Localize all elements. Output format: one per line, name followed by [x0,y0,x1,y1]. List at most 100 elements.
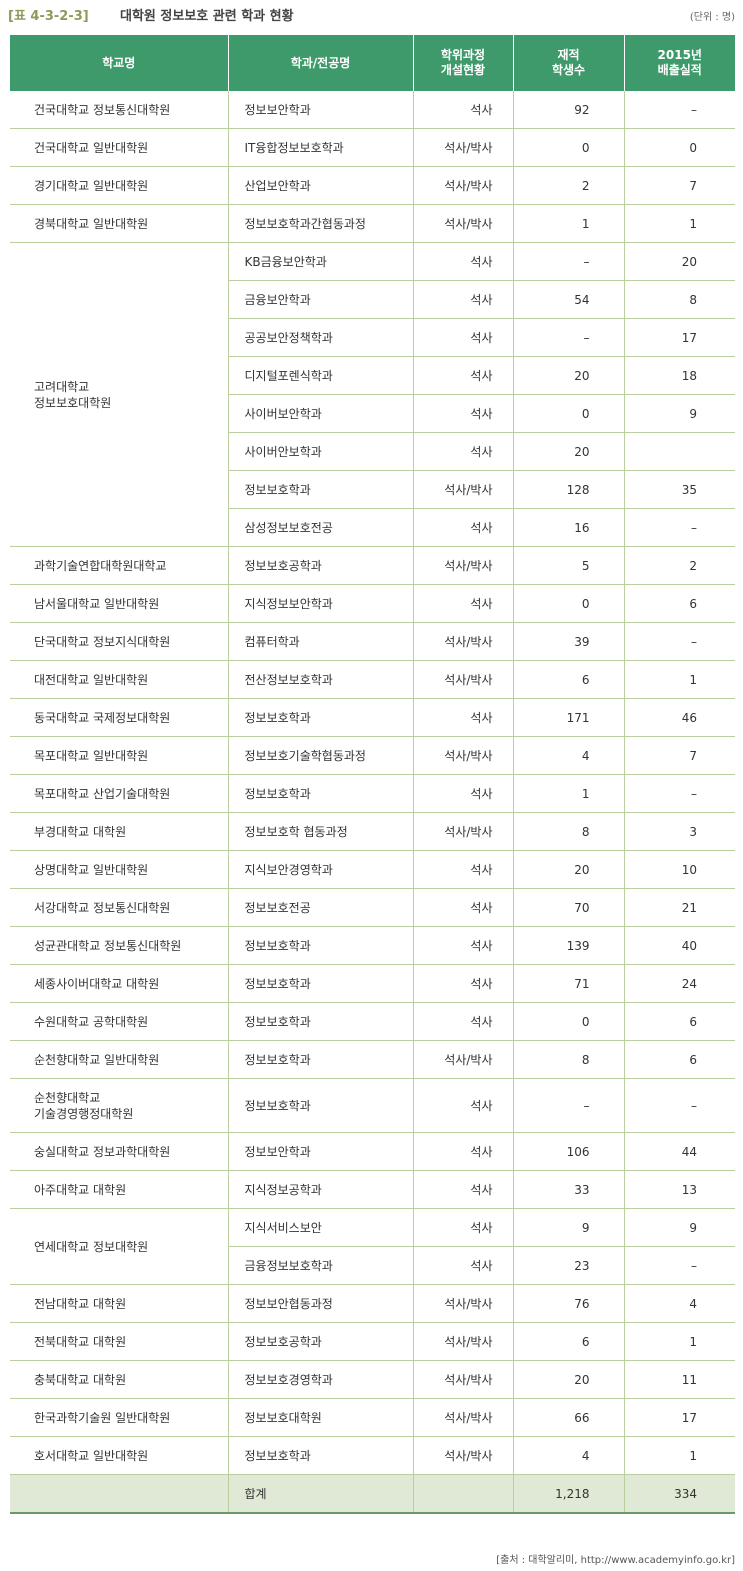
table-row: 한국과학기술원 일반대학원 정보보호대학원 석사/박사 66 17 [10,1398,735,1437]
school-name-cell: 동국대학교 국제정보대학원 [10,698,229,737]
table-row: 목포대학교 일반대학원 정보보호기술학협동과정 석사/박사 4 7 [10,736,735,775]
dept-name-cell: 지식보안경영학과 [228,850,414,889]
dept-name-cell: IT융합정보보호학과 [228,128,414,167]
degree-cell: 석사/박사 [413,736,514,775]
degree-cell: 석사 [413,242,514,281]
school-name-cell: 서강대학교 정보통신대학원 [10,888,229,927]
degree-cell: 석사 [413,698,514,737]
graduates-cell: 17 [624,318,735,357]
graduates-cell: 17 [624,1398,735,1437]
graduates-cell: 18 [624,356,735,395]
graduates-cell: 9 [624,394,735,433]
graduates-cell: 35 [624,470,735,509]
degree-cell: 석사 [413,1246,514,1285]
table-row: 호서대학교 일반대학원 정보보호학과 석사/박사 4 1 [10,1436,735,1475]
dept-name-cell: 지식정보보안학과 [228,584,414,623]
dept-name-cell: 정보보호학과 [228,964,414,1003]
degree-cell: 석사/박사 [413,470,514,509]
degree-cell: 석사 [413,1208,514,1247]
header-2015-graduates: 2015년 배출실적 [624,35,735,91]
graduates-cell: 6 [624,584,735,623]
total-degree-blank [413,1474,514,1514]
dept-name-cell: 금융정보보호학과 [228,1246,414,1285]
school-name-cell: 단국대학교 정보지식대학원 [10,622,229,661]
degree-cell: 석사/박사 [413,128,514,167]
school-name-cell: 상명대학교 일반대학원 [10,850,229,889]
table-body: 건국대학교 정보통신대학원 정보보안학과 석사 92– 건국대학교 일반대학원 IT융합정… [10,91,735,1475]
school-name-cell: 경기대학교 일반대학원 [10,166,229,205]
current-students-cell: 171 [513,698,625,737]
dept-name-cell: 삼성정보보호전공 [228,508,414,547]
graduates-cell: – [624,91,735,129]
table-row: 동국대학교 국제정보대학원 정보보호학과 석사 171 46 [10,698,735,737]
dept-name-cell: 디지털포렌식학과 [228,356,414,395]
current-students-cell: 71 [513,964,625,1003]
dept-name-cell: 정보보호경영학과 [228,1360,414,1399]
current-students-cell: 106 [513,1132,625,1171]
degree-cell: 석사/박사 [413,660,514,699]
current-students-cell: 4 [513,1436,625,1475]
current-students-cell: 2 [513,166,625,205]
table-row: 정보보호학과 석사/박사 128 35 [10,470,735,509]
degree-cell: 석사/박사 [413,546,514,585]
graduates-cell: 24 [624,964,735,1003]
table-row: 삼성정보보호전공 석사 16– [10,508,735,547]
current-students-cell: 4 [513,736,625,775]
current-students-cell: 33 [513,1170,625,1209]
degree-cell: 석사 [413,584,514,623]
current-students-cell: 20 [513,850,625,889]
degree-cell: 석사/박사 [413,166,514,205]
school-name-cell: 목포대학교 산업기술대학원 [10,774,229,813]
table-row: 사이버보안학과 석사 0 9 [10,394,735,433]
table-row: 경기대학교 일반대학원 산업보안학과 석사/박사 2 7 [10,166,735,205]
school-name-cell: 순천향대학교 일반대학원 [10,1040,229,1079]
dept-name-cell: 정보보호기술학협동과정 [228,736,414,775]
source-note: [출처 : 대학알리미, http://www.academyinfo.go.k… [496,1555,735,1566]
graduates-cell: 1 [624,204,735,243]
current-students-cell: 0 [513,128,625,167]
table-row: 연세대학교 정보대학원 지식서비스보안 석사 9 9 [10,1208,735,1285]
school-name-cell: 고려대학교 정보보호대학원 [10,242,229,547]
dept-name-cell: 사이버안보학과 [228,432,414,471]
graduates-cell: 9 [624,1208,735,1247]
table-row: 충북대학교 대학원 정보보호경영학과 석사/박사 20 11 [10,1360,735,1399]
table-row: 목포대학교 산업기술대학원 정보보호학과 석사 1– [10,774,735,813]
graduates-cell: 40 [624,926,735,965]
graduates-cell: 6 [624,1040,735,1079]
table-row: 사이버안보학과 석사 20 [10,432,735,471]
table-row: 서강대학교 정보통신대학원 정보보호전공 석사 70 21 [10,888,735,927]
table-row: 건국대학교 일반대학원 IT융합정보보호학과 석사/박사 0 0 [10,128,735,167]
current-students-cell: 1 [513,774,625,813]
dept-name-cell: KB금융보안학과 [228,242,414,281]
graduates-cell: 46 [624,698,735,737]
degree-cell: 석사 [413,318,514,357]
school-name-cell: 한국과학기술원 일반대학원 [10,1398,229,1437]
table-row: 금융정보보호학과 석사 23– [10,1246,735,1285]
total-current: 1,218 [513,1474,625,1514]
graduates-cell: 6 [624,1002,735,1041]
degree-cell: 석사/박사 [413,1360,514,1399]
degree-cell: 석사 [413,964,514,1003]
graduates-cell: 11 [624,1360,735,1399]
school-name-cell: 순천향대학교 기술경영행정대학원 [10,1078,229,1133]
school-name-cell: 남서울대학교 일반대학원 [10,584,229,623]
total-school-blank [10,1474,229,1514]
current-students-cell: 128 [513,470,625,509]
table-row: 성균관대학교 정보통신대학원 정보보호학과 석사 139 40 [10,926,735,965]
current-students-cell: 1 [513,204,625,243]
current-students-cell: 16 [513,508,625,547]
graduates-cell: 21 [624,888,735,927]
total-grads: 334 [624,1474,735,1514]
table-row: 상명대학교 일반대학원 지식보안경영학과 석사 20 10 [10,850,735,889]
dept-name-cell: 컴퓨터학과 [228,622,414,661]
graduates-cell: 2 [624,546,735,585]
dept-name-cell: 공공보안정책학과 [228,318,414,357]
current-students-cell: 39 [513,622,625,661]
total-label: 합계 [228,1474,414,1514]
current-students-cell: 0 [513,1002,625,1041]
degree-cell: 석사 [413,1078,514,1133]
school-name-cell: 연세대학교 정보대학원 [10,1208,229,1285]
header-degree: 학위과정 개설현황 [413,35,514,91]
graduates-cell: – [624,1246,735,1285]
table-row: 경북대학교 일반대학원 정보보호학과간협동과정 석사/박사 1 1 [10,204,735,243]
